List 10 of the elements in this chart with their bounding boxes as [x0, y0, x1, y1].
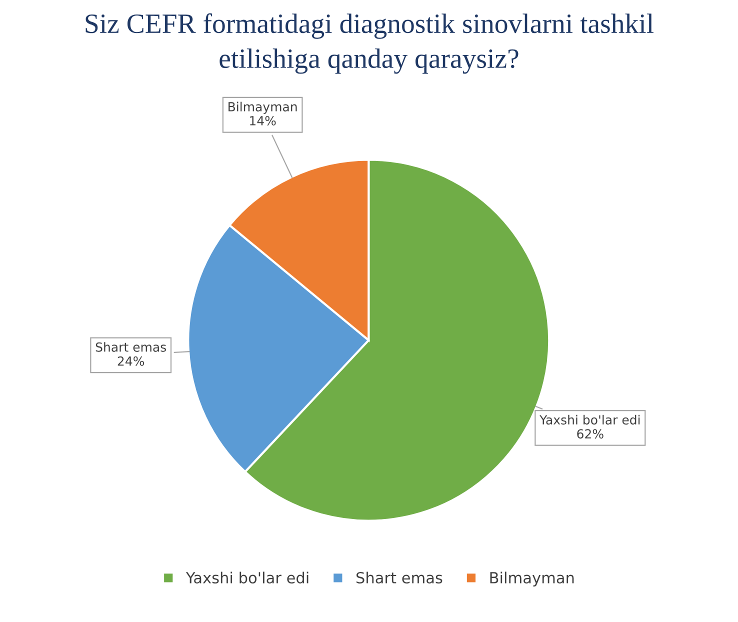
slice-label: Bilmayman	[228, 102, 297, 114]
slice-label: Shart emas	[96, 342, 166, 352]
data-label: 24%	[118, 356, 144, 366]
legend-label: Bilmayman	[490, 572, 574, 586]
chart-title: Siz CEFR formatidagi diagnostik sinovlarni tashkil etilishiga qanday qaraysiz?	[86, 13, 654, 74]
data-label: 62%	[577, 429, 604, 439]
legend-label: Shart emas	[356, 572, 442, 584]
data-label: 14%	[250, 116, 276, 126]
legend-label: Yaxshi bo'lar edi	[186, 572, 308, 584]
slice-label: Yaxshi bo'lar edi	[540, 414, 640, 425]
